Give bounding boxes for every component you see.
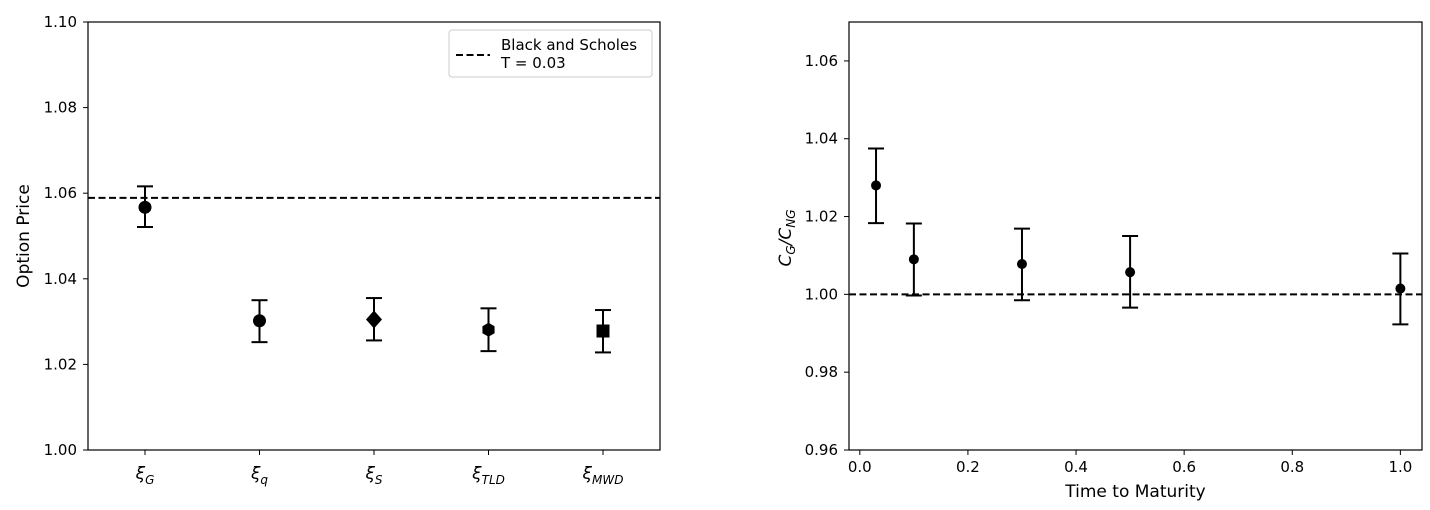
x-tick-label: 0.0 — [848, 458, 872, 476]
data-point — [253, 314, 266, 328]
y-label-numerator: C — [776, 255, 796, 267]
y-tick-label: 1.04 — [44, 270, 77, 288]
x-category-label: ξTLD — [471, 464, 505, 487]
y-tick-label: 1.02 — [44, 355, 77, 373]
y-axis-label: Option Price — [14, 184, 34, 288]
x-tick-label: 0.2 — [956, 458, 980, 476]
x-category-label: ξq — [250, 464, 268, 487]
y-tick-label: 1.06 — [44, 184, 77, 202]
category-subscript: q — [260, 473, 268, 487]
y-tick-label: 0.98 — [805, 363, 838, 381]
y-tick-label: 1.10 — [44, 13, 77, 31]
x-category-label: ξMWD — [582, 464, 624, 487]
category-subscript: S — [375, 473, 383, 487]
y-tick-label: 1.04 — [805, 130, 838, 148]
category-subscript: TLD — [482, 473, 505, 487]
category-symbol: ξ — [364, 464, 375, 484]
data-point — [908, 254, 919, 265]
legend-box — [448, 29, 653, 78]
y-axis-label: CG/CNG — [776, 209, 798, 266]
x-tick-label: 1.0 — [1388, 458, 1412, 476]
y-label-denominator: C — [776, 228, 796, 240]
y-label-denominator-sub: NG — [784, 209, 798, 227]
x-category-label: ξG — [135, 464, 155, 487]
x-axis-label: Time to Maturity — [1064, 482, 1205, 502]
legend-label: Black and Scholes — [501, 36, 637, 54]
data-point — [138, 200, 152, 214]
data-point — [871, 180, 882, 191]
data-point — [1395, 283, 1406, 294]
data-point — [1016, 259, 1027, 270]
category-subscript: G — [145, 473, 154, 487]
data-point — [366, 310, 382, 329]
y-tick-label: 1.00 — [44, 441, 77, 459]
y-tick-label: 1.06 — [805, 52, 838, 70]
data-point — [1125, 267, 1136, 278]
category-subscript: MWD — [592, 473, 623, 487]
x-tick-label: 0.4 — [1064, 458, 1088, 476]
category-symbol: ξ — [250, 464, 261, 484]
y-label-numerator-sub: G — [784, 245, 798, 254]
plot-frame — [87, 21, 661, 451]
data-point — [482, 322, 495, 337]
y-tick-label: 0.96 — [805, 441, 838, 459]
category-symbol: ξ — [135, 464, 146, 484]
x-category-label: ξS — [364, 464, 382, 487]
y-label-separator: / — [776, 237, 796, 247]
y-tick-label: 1.02 — [805, 208, 838, 226]
plot-frame — [848, 21, 1423, 451]
y-tick-label: 1.00 — [805, 285, 838, 303]
legend-label: T = 0.03 — [500, 54, 566, 72]
ratio-panel: 0.96 0.98 1.00 1.02 1.04 1.06 0.0 0.2 0.4 0.6 0.8 1… — [776, 21, 1423, 502]
category-symbol: ξ — [471, 464, 482, 484]
y-tick-label: 1.08 — [44, 99, 77, 117]
x-tick-label: 0.6 — [1172, 458, 1196, 476]
data-point — [596, 324, 610, 338]
x-tick-label: 0.8 — [1280, 458, 1304, 476]
category-symbol: ξ — [582, 464, 593, 484]
